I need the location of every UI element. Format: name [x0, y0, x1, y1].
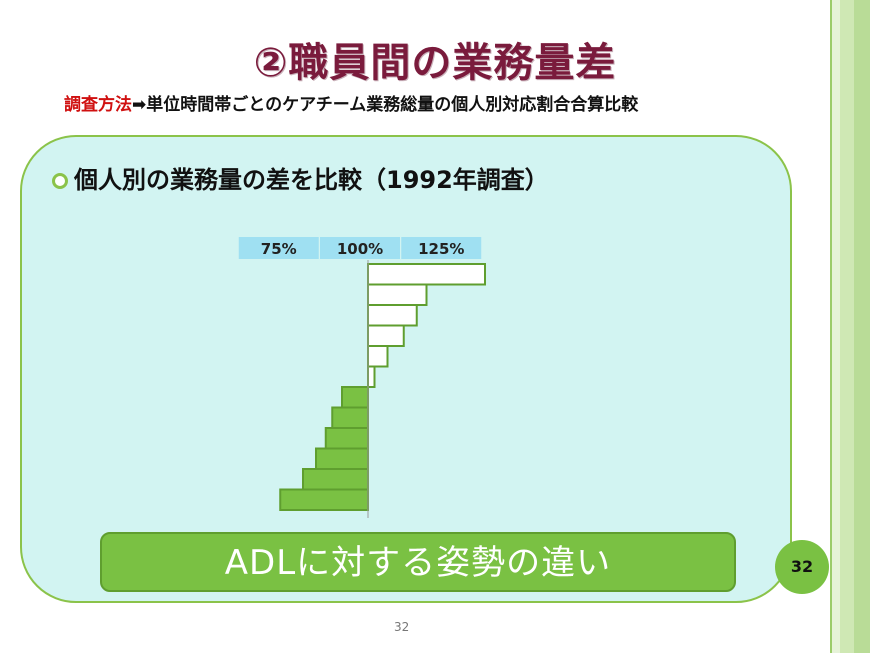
bar-3	[367, 324, 405, 347]
slide-title: ②職員間の業務量差	[253, 40, 617, 86]
bar-11	[279, 488, 369, 511]
svg-text:75%: 75%	[261, 240, 297, 258]
tick-label-0: 75%	[238, 237, 319, 259]
bar-4	[367, 345, 389, 368]
content-panel	[20, 135, 792, 603]
tick-label-1: 100%	[320, 237, 400, 259]
slide-subtitle: 調査方法➡単位時間帯ごとのケアチーム業務総量の個人別対応割合合算比較	[64, 90, 638, 115]
bar-8	[324, 427, 369, 450]
bar-2	[367, 304, 418, 327]
subtitle-text: ➡単位時間帯ごとのケアチーム業務総量の個人別対応割合合算比較	[132, 95, 639, 115]
svg-text:100%: 100%	[337, 240, 383, 258]
slide-right-line	[830, 0, 832, 653]
tick-label-2: 125%	[401, 237, 482, 259]
bar-1	[367, 283, 428, 306]
page-number-badge: 32	[775, 540, 829, 594]
bar-0	[367, 263, 486, 286]
conclusion-callout: ADLに対する姿勢の違い	[100, 532, 736, 592]
bar-9	[315, 447, 369, 470]
bar-6	[341, 386, 369, 409]
bar-10	[302, 468, 369, 491]
bar-7	[331, 406, 369, 429]
bar-5	[367, 365, 376, 388]
chart-heading: 個人別の業務量の差を比較（1992年調査）	[74, 166, 549, 194]
svg-text:125%: 125%	[418, 240, 464, 258]
subtitle-lead: 調査方法	[64, 95, 132, 115]
footer-page-number: 32	[394, 620, 410, 634]
bullet-icon	[52, 173, 68, 189]
